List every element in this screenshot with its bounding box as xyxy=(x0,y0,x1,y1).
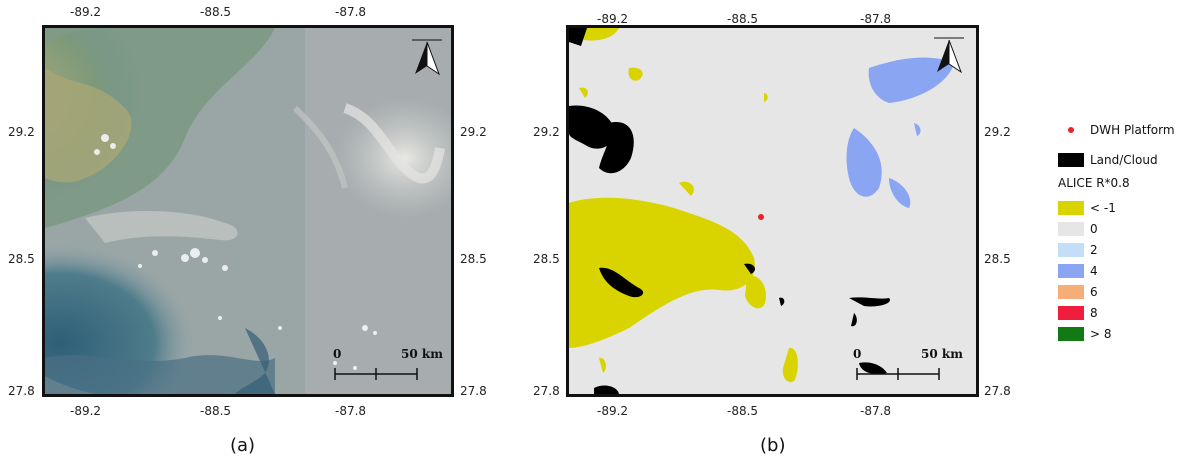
scale-bar-distance: 50 km xyxy=(401,347,443,361)
top-lon-tick: -87.8 xyxy=(335,5,367,19)
bottom-lon-tick: -88.5 xyxy=(200,404,232,418)
legend-land-cloud: Land/Cloud xyxy=(1058,152,1158,168)
satellite-image: 0 50 km xyxy=(45,28,451,394)
scale-bar: 0 50 km xyxy=(333,347,443,380)
legend-class-row: < -1 xyxy=(1058,200,1116,216)
left-lat-tick: 29.2 xyxy=(533,125,560,139)
legend-class-label: 0 xyxy=(1090,222,1098,236)
legend-class-row: 6 xyxy=(1058,284,1098,300)
bottom-lon-tick: -87.8 xyxy=(335,404,367,418)
bottom-lon-tick: -89.2 xyxy=(597,404,629,418)
top-lon-tick: -87.8 xyxy=(860,12,892,26)
legend-swatch xyxy=(1058,327,1084,341)
classification-map: 0 50 km xyxy=(569,28,976,394)
north-arrow-icon xyxy=(934,37,964,74)
scale-bar-zero: 0 xyxy=(333,347,341,361)
legend-class-row: > 8 xyxy=(1058,326,1112,342)
legend-class-row: 4 xyxy=(1058,263,1098,279)
legend-swatch xyxy=(1058,201,1084,215)
top-lon-tick: -89.2 xyxy=(597,12,629,26)
land-cloud-swatch xyxy=(1058,153,1084,167)
legend-swatch xyxy=(1058,285,1084,299)
panel-b-label: (b) xyxy=(760,435,786,456)
top-lon-tick: -88.5 xyxy=(200,5,232,19)
platform-dot-icon xyxy=(1068,127,1074,133)
right-lat-tick: 29.2 xyxy=(460,125,487,139)
legend-class-row: 8 xyxy=(1058,305,1098,321)
legend-land-cloud-label: Land/Cloud xyxy=(1090,153,1158,167)
left-lat-tick: 28.5 xyxy=(533,252,560,266)
legend-title: ALICE R*0.8 xyxy=(1058,176,1130,190)
legend-swatch xyxy=(1058,222,1084,236)
bottom-lon-tick: -87.8 xyxy=(860,404,892,418)
legend-class-label: 6 xyxy=(1090,285,1098,299)
panel-a-label: (a) xyxy=(230,435,256,456)
scale-bar: 0 50 km xyxy=(853,347,963,380)
legend-class-label: < -1 xyxy=(1090,201,1116,215)
legend-platform-label: DWH Platform xyxy=(1090,123,1175,137)
legend-class-label: 8 xyxy=(1090,306,1098,320)
legend-swatch xyxy=(1058,306,1084,320)
right-lat-tick: 27.8 xyxy=(984,384,1011,398)
classification-map-frame: 0 50 km xyxy=(566,25,979,397)
left-lat-tick: 27.8 xyxy=(533,384,560,398)
right-lat-tick: 29.2 xyxy=(984,125,1011,139)
legend-swatch xyxy=(1058,243,1084,257)
legend-title-row: ALICE R*0.8 xyxy=(1058,175,1130,191)
bottom-lon-tick: -89.2 xyxy=(70,404,102,418)
north-arrow-icon xyxy=(412,39,442,76)
dwh-platform-marker xyxy=(758,214,764,220)
left-lat-tick: 27.8 xyxy=(8,384,35,398)
right-lat-tick: 28.5 xyxy=(984,252,1011,266)
left-lat-tick: 29.2 xyxy=(8,125,35,139)
scale-bar-zero: 0 xyxy=(853,347,861,361)
bottom-lon-tick: -88.5 xyxy=(727,404,759,418)
legend-platform: DWH Platform xyxy=(1058,122,1175,138)
top-lon-tick: -88.5 xyxy=(727,12,759,26)
legend-class-label: > 8 xyxy=(1090,327,1112,341)
legend-class-label: 2 xyxy=(1090,243,1098,257)
scale-bar-distance: 50 km xyxy=(921,347,963,361)
legend-swatch xyxy=(1058,264,1084,278)
satellite-image-frame: 0 50 km xyxy=(42,25,454,397)
legend-class-row: 0 xyxy=(1058,221,1098,237)
right-lat-tick: 28.5 xyxy=(460,252,487,266)
legend-class-row: 2 xyxy=(1058,242,1098,258)
left-lat-tick: 28.5 xyxy=(8,252,35,266)
top-lon-tick: -89.2 xyxy=(70,5,102,19)
legend-class-label: 4 xyxy=(1090,264,1098,278)
right-lat-tick: 27.8 xyxy=(460,384,487,398)
